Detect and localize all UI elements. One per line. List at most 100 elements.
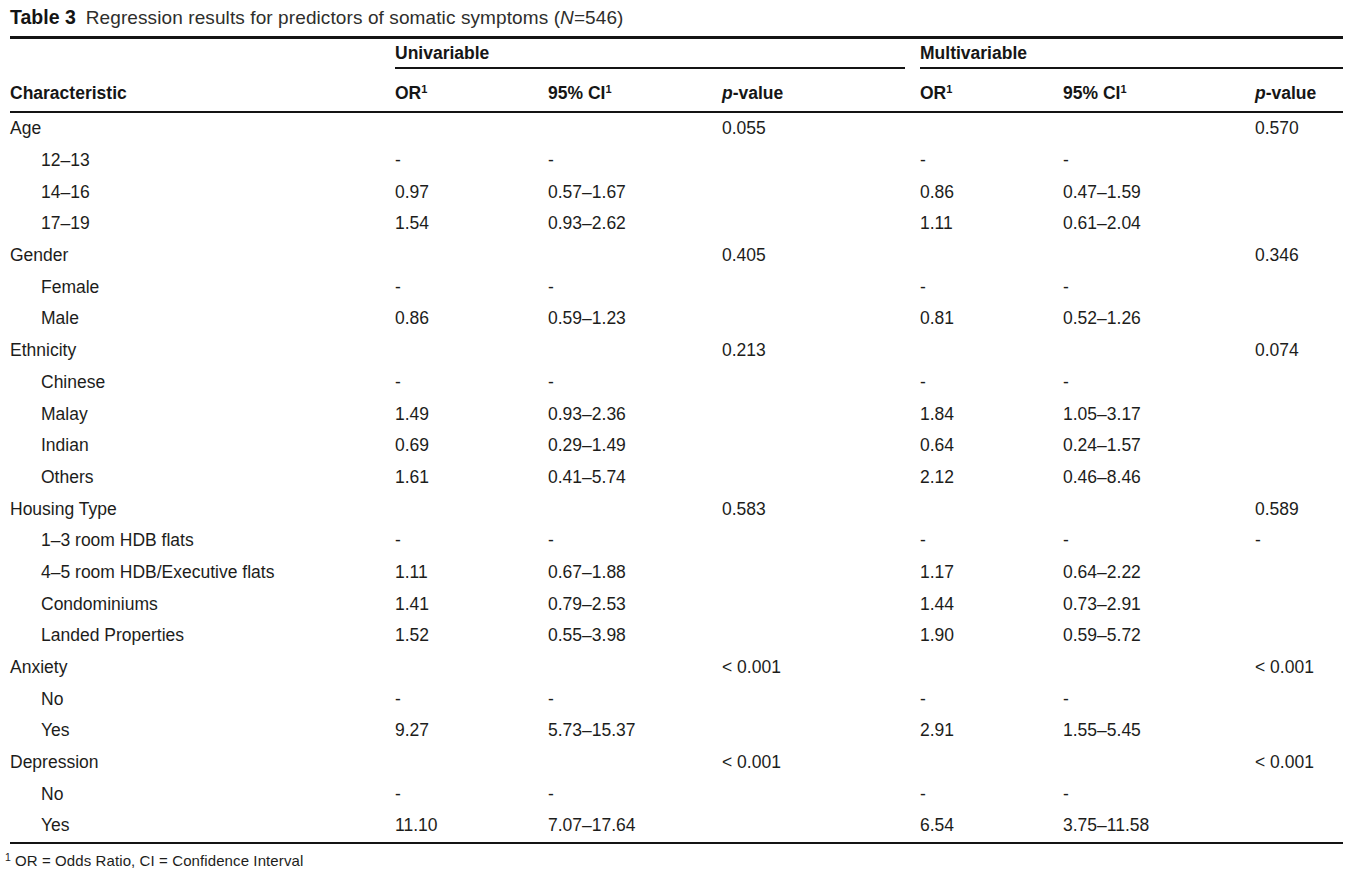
table-row: Depression< 0.001< 0.001 [10, 747, 1343, 779]
univariable-ci-cell: 7.07–17.64 [548, 810, 722, 843]
multivariable-ci-cell [1063, 747, 1255, 779]
multivariable-or-cell [920, 240, 1063, 272]
characteristic-cell: Female [10, 271, 395, 303]
multivariable-pvalue-cell [1255, 620, 1343, 652]
multivariable-ci-cell: 0.47–1.59 [1063, 176, 1255, 208]
multivariable-or-cell: 2.12 [920, 462, 1063, 494]
univariable-pvalue-cell [722, 145, 920, 177]
multivariable-pvalue-cell: 0.074 [1255, 335, 1343, 367]
table-row: Anxiety< 0.001< 0.001 [10, 652, 1343, 684]
table-row: 14–160.970.57–1.670.860.47–1.59 [10, 176, 1343, 208]
multivariable-pvalue-cell: 0.570 [1255, 112, 1343, 145]
univariable-or-cell: - [395, 683, 548, 715]
multivariable-or-cell: - [920, 145, 1063, 177]
multivariable-ci-cell [1063, 240, 1255, 272]
univariable-ci-cell: - [548, 683, 722, 715]
multivariable-ci-cell: 0.24–1.57 [1063, 430, 1255, 462]
multivariable-or-cell: 2.91 [920, 715, 1063, 747]
column-header-row: Characteristic OR1 95% CI1 p-value OR1 9… [10, 69, 1343, 112]
univariable-or-cell: - [395, 525, 548, 557]
multivariable-or-cell: 1.11 [920, 208, 1063, 240]
univariable-or-cell: 0.69 [395, 430, 548, 462]
univariable-or-cell: 1.11 [395, 557, 548, 589]
multivariable-ci-cell: 0.46–8.46 [1063, 462, 1255, 494]
multivariable-ci-cell: 1.05–3.17 [1063, 398, 1255, 430]
multivariable-pvalue-cell [1255, 398, 1343, 430]
multivariable-ci-cell [1063, 652, 1255, 684]
multivariable-pvalue-cell: - [1255, 525, 1343, 557]
characteristic-cell: 14–16 [10, 176, 395, 208]
multivariable-pvalue-cell [1255, 271, 1343, 303]
univariable-ci-cell: 0.93–2.62 [548, 208, 722, 240]
table-row: Gender0.4050.346 [10, 240, 1343, 272]
univariable-pvalue-cell [722, 398, 920, 430]
table-title-post: =546) [574, 7, 624, 28]
univariable-or-cell: - [395, 145, 548, 177]
table-row: Landed Properties1.520.55–3.981.900.59–5… [10, 620, 1343, 652]
multivariable-ci-cell: - [1063, 145, 1255, 177]
multivariable-ci-cell: 0.64–2.22 [1063, 557, 1255, 589]
multivariable-or-cell: - [920, 367, 1063, 399]
multivariable-or-cell [920, 747, 1063, 779]
characteristic-cell: Ethnicity [10, 335, 395, 367]
univariable-or-cell [395, 335, 548, 367]
univariable-pvalue-cell: < 0.001 [722, 652, 920, 684]
univariable-or-cell [395, 747, 548, 779]
univariable-ci-cell [548, 747, 722, 779]
univariable-ci-cell [548, 240, 722, 272]
univariable-or-cell: 1.52 [395, 620, 548, 652]
multivariable-or-cell [920, 335, 1063, 367]
multivariable-or-cell: 0.81 [920, 303, 1063, 335]
univariable-ci-cell: 0.67–1.88 [548, 557, 722, 589]
column-header-univariable-pvalue: p-value [722, 69, 920, 112]
multivariable-pvalue-cell [1255, 430, 1343, 462]
multivariable-or-cell [920, 493, 1063, 525]
characteristic-cell: Condominiums [10, 588, 395, 620]
multivariable-ci-cell: - [1063, 683, 1255, 715]
table-row: Female---- [10, 271, 1343, 303]
univariable-pvalue-cell: 0.583 [722, 493, 920, 525]
characteristic-cell: Indian [10, 430, 395, 462]
univariable-ci-cell: - [548, 145, 722, 177]
multivariable-or-cell: 6.54 [920, 810, 1063, 843]
characteristic-cell: No [10, 683, 395, 715]
univariable-ci-cell: 0.41–5.74 [548, 462, 722, 494]
univariable-pvalue-cell [722, 588, 920, 620]
table-row: Ethnicity0.2130.074 [10, 335, 1343, 367]
multivariable-pvalue-cell: < 0.001 [1255, 747, 1343, 779]
table-row: Indian0.690.29–1.490.640.24–1.57 [10, 430, 1343, 462]
table-row: Yes9.275.73–15.372.911.55–5.45 [10, 715, 1343, 747]
multivariable-pvalue-cell [1255, 176, 1343, 208]
univariable-ci-cell [548, 112, 722, 145]
multivariable-pvalue-cell [1255, 208, 1343, 240]
multivariable-or-cell [920, 112, 1063, 145]
characteristic-cell: Landed Properties [10, 620, 395, 652]
univariable-or-cell: 1.41 [395, 588, 548, 620]
multivariable-ci-cell: - [1063, 778, 1255, 810]
univariable-ci-cell: 0.57–1.67 [548, 176, 722, 208]
univariable-ci-cell: 0.79–2.53 [548, 588, 722, 620]
univariable-pvalue-cell [722, 778, 920, 810]
univariable-pvalue-cell [722, 176, 920, 208]
footnote-marker: 1 [421, 83, 427, 95]
multivariable-pvalue-cell [1255, 810, 1343, 843]
multivariable-ci-cell: 0.59–5.72 [1063, 620, 1255, 652]
column-header-univariable-or: OR1 [395, 69, 548, 112]
univariable-ci-cell: - [548, 525, 722, 557]
footnote-marker: 1 [605, 83, 611, 95]
column-header-characteristic: Characteristic [10, 69, 395, 112]
multivariable-pvalue-cell [1255, 778, 1343, 810]
characteristic-cell: Anxiety [10, 652, 395, 684]
footnote-marker: 1 [946, 83, 952, 95]
univariable-pvalue-cell [722, 430, 920, 462]
univariable-pvalue-cell [722, 810, 920, 843]
univariable-or-cell: 1.61 [395, 462, 548, 494]
characteristic-cell: 1–3 room HDB flats [10, 525, 395, 557]
multivariable-or-cell [920, 652, 1063, 684]
multivariable-pvalue-cell [1255, 557, 1343, 589]
characteristic-cell: Gender [10, 240, 395, 272]
univariable-or-cell: 9.27 [395, 715, 548, 747]
multivariable-or-cell: - [920, 778, 1063, 810]
table-row: Chinese---- [10, 367, 1343, 399]
characteristic-cell: 12–13 [10, 145, 395, 177]
